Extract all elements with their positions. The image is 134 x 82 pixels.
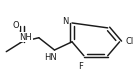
Text: Cl: Cl [126, 37, 134, 46]
Text: NH: NH [20, 33, 32, 42]
Text: N: N [62, 17, 69, 26]
Text: F: F [78, 62, 83, 71]
Text: O: O [13, 20, 19, 30]
Text: HN: HN [44, 53, 56, 62]
